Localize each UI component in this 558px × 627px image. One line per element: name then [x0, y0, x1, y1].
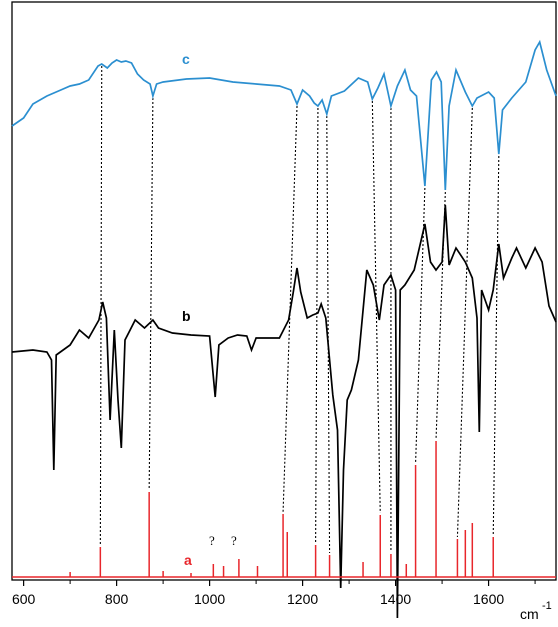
- connector-line: [148, 97, 154, 491]
- series-b-line: [11, 204, 557, 619]
- series-b-label: b: [182, 308, 191, 324]
- series-c-line: [11, 39, 557, 191]
- connector-lines: [99, 65, 500, 554]
- x-axis-label-superscript: -1: [542, 600, 552, 612]
- x-tick-label: 1200: [287, 591, 318, 607]
- series-a-label: a: [184, 552, 192, 568]
- x-tick-label: 1600: [473, 591, 504, 607]
- x-axis-label: cm: [520, 606, 539, 622]
- connector-line: [456, 107, 473, 538]
- x-tick-label: 800: [105, 591, 129, 607]
- annotation-question-1: ?: [209, 533, 215, 548]
- annotation-question-2: ?: [231, 533, 237, 548]
- connector-line: [315, 107, 319, 544]
- x-tick-label: 600: [12, 591, 36, 607]
- plot-frame: [11, 1, 557, 581]
- series-a-sticks: [69, 441, 494, 577]
- connector-line: [492, 155, 500, 536]
- x-axis-ticks: 600 800 1000 1200 1400 1600: [12, 580, 536, 607]
- x-tick-label: 1400: [380, 591, 411, 607]
- series-c-label: c: [182, 51, 190, 67]
- connector-line: [326, 115, 331, 554]
- x-tick-label: 1000: [194, 591, 225, 607]
- connector-line: [371, 100, 381, 514]
